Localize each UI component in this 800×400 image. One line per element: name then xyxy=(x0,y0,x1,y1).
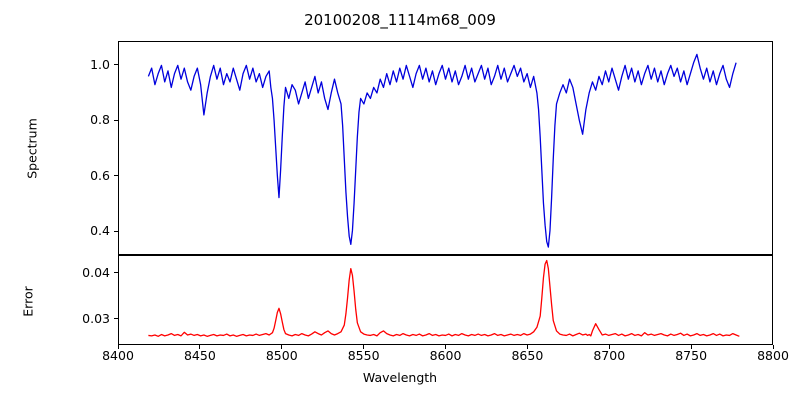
spectrum-y-tickmark xyxy=(114,119,118,121)
error-plot-area xyxy=(119,256,772,344)
spectrum-y-ticklabel: 0.6 xyxy=(90,167,110,183)
error-y-ticklabel: 0.04 xyxy=(82,264,110,280)
x-ticklabel: 8700 xyxy=(593,348,626,363)
spectrum-axis-label: Spectrum xyxy=(24,118,40,179)
spectrum-y-tickmark xyxy=(114,175,118,177)
spectrum-y-ticklabel: 1.0 xyxy=(90,56,110,72)
spectrum-y-ticklabel: 0.8 xyxy=(90,112,110,128)
error-y-tickmark xyxy=(114,318,118,320)
x-ticklabel: 8400 xyxy=(102,348,134,363)
x-ticklabel: 8500 xyxy=(265,348,298,363)
x-tickmark xyxy=(690,345,692,349)
x-tickmark xyxy=(445,345,447,349)
x-ticklabel: 8600 xyxy=(429,348,462,363)
error-axis-label: Error xyxy=(20,286,36,317)
wavelength-axis-label: Wavelength xyxy=(362,370,438,385)
spectrum-axes xyxy=(118,41,773,255)
x-tickmark xyxy=(772,345,774,349)
x-ticklabel: 8800 xyxy=(757,348,789,363)
spectrum-y-tickmark xyxy=(114,64,118,66)
chart-title: 20100208_1114m68_009 xyxy=(304,11,496,29)
x-tickmark xyxy=(199,345,201,349)
x-ticklabel: 8750 xyxy=(675,348,708,363)
spectrum-plot-area xyxy=(119,42,772,254)
error-axes xyxy=(118,255,773,345)
error-y-tickmark xyxy=(114,272,118,274)
x-tickmark xyxy=(117,345,119,349)
x-tickmark xyxy=(281,345,283,349)
x-tickmark xyxy=(526,345,528,349)
x-ticklabel: 8550 xyxy=(347,348,380,363)
spectrum-y-ticklabel: 0.4 xyxy=(90,223,110,239)
x-tickmark xyxy=(608,345,610,349)
error-y-ticklabel: 0.03 xyxy=(82,310,110,326)
x-ticklabel: 8650 xyxy=(511,348,544,363)
spectrum-y-tickmark xyxy=(114,230,118,232)
x-ticklabel: 8450 xyxy=(183,348,216,363)
x-tickmark xyxy=(363,345,365,349)
spectrum-line xyxy=(148,54,736,247)
error-line xyxy=(148,261,739,337)
